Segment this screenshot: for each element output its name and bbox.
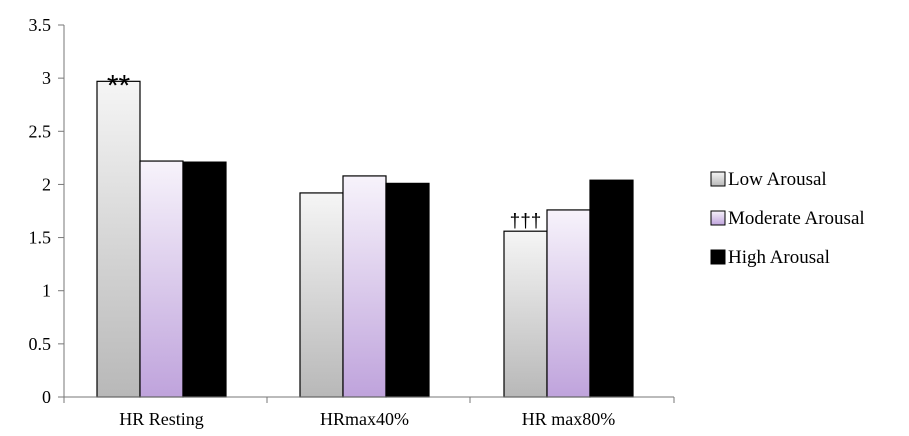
bar-hrmax40-moderate-arousal xyxy=(342,175,387,398)
bar-hr-resting-high-arousal xyxy=(182,161,227,398)
y-tick-label: 0.5 xyxy=(29,334,52,354)
annotations: ** ††† xyxy=(107,69,542,232)
annotation-hr-resting: ** xyxy=(107,69,131,102)
legend-swatch-high-arousal xyxy=(710,249,726,265)
legend-swatch-moderate-arousal xyxy=(710,210,726,226)
x-tick-label: HR max80% xyxy=(522,409,616,429)
axes: 0 0.5 1 1.5 2 2.5 3 3.5 HR Resting HRmax40% HR max… xyxy=(29,15,675,429)
y-tick-label: 3.5 xyxy=(29,15,52,35)
bars xyxy=(96,80,634,398)
y-tick-label: 3 xyxy=(42,68,51,88)
annotation-hr-max80: ††† xyxy=(510,211,542,232)
legend-label-high-arousal: High Arousal xyxy=(728,247,830,268)
bar-hr-max80-low-arousal xyxy=(503,230,548,398)
y-tick-label: 1 xyxy=(42,281,51,301)
y-tick-label: 2.5 xyxy=(29,121,52,141)
bar-hrmax40-high-arousal xyxy=(385,182,430,398)
legend-swatch-low-arousal xyxy=(710,171,726,187)
bar-hr-max80-moderate-arousal xyxy=(546,209,591,398)
y-tick-label: 1.5 xyxy=(29,228,52,248)
bar-hrmax40-low-arousal xyxy=(299,192,344,398)
legend-label-moderate-arousal: Moderate Arousal xyxy=(728,208,865,229)
bar-hr-resting-moderate-arousal xyxy=(139,160,184,398)
legend: Low Arousal Moderate Arousal High Arousal xyxy=(710,169,865,268)
bar-hr-resting-low-arousal xyxy=(96,80,141,398)
legend-label-low-arousal: Low Arousal xyxy=(728,169,827,190)
y-tick-label: 2 xyxy=(42,174,51,194)
y-tick-label: 0 xyxy=(42,387,51,407)
x-tick-label: HRmax40% xyxy=(320,409,409,429)
x-tick-label: HR Resting xyxy=(119,409,204,429)
bar-hr-max80-high-arousal xyxy=(589,179,634,398)
